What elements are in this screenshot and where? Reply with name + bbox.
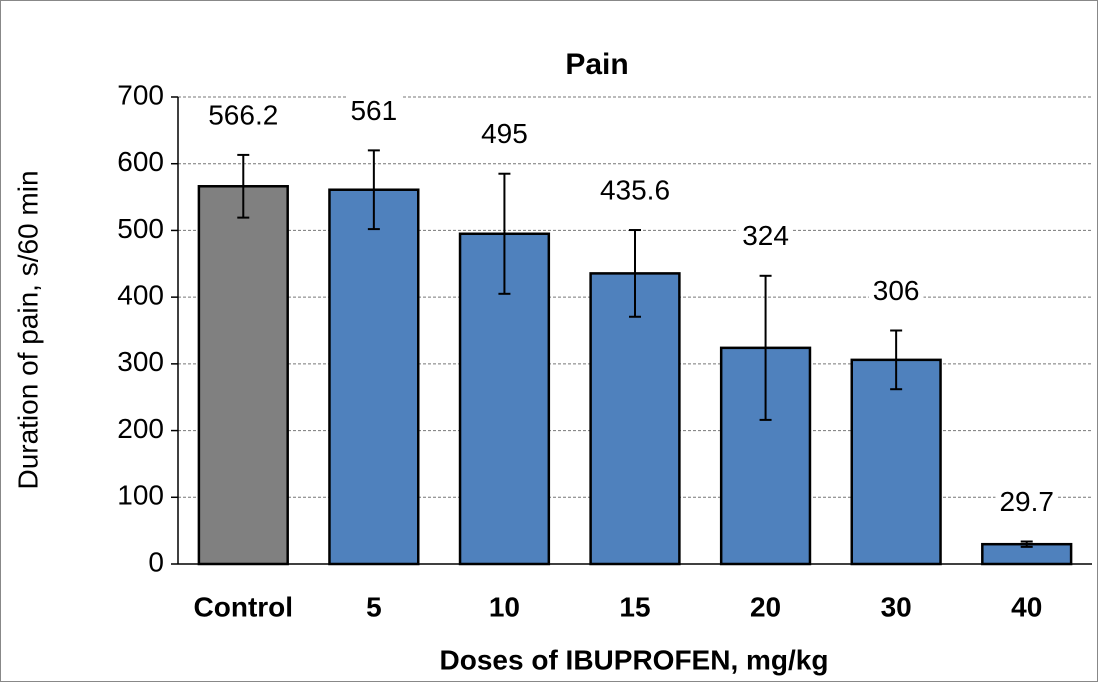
x-tick-label: 20	[750, 591, 781, 622]
y-tick-label: 500	[117, 213, 164, 244]
y-tick-label: 100	[117, 480, 164, 511]
value-label-bg	[346, 94, 402, 126]
bar	[197, 185, 289, 566]
y-tick-label: 400	[117, 280, 164, 311]
value-label-bg	[995, 485, 1058, 517]
bar	[850, 358, 942, 566]
bar	[719, 346, 812, 566]
x-tick-label: 30	[881, 591, 912, 622]
value-label: 566.2	[208, 99, 278, 130]
value-label: 306	[873, 275, 920, 306]
x-tick-label: 15	[619, 591, 650, 622]
y-axis-label: Duration of pain, s/60 min	[12, 170, 43, 489]
y-tick-label: 300	[117, 346, 164, 377]
x-tick-label: 10	[489, 591, 520, 622]
y-tick-label: 200	[117, 413, 164, 444]
value-label: 29.7	[999, 486, 1054, 517]
x-axis-label: Doses of IBUPROFEN, mg/kg	[440, 644, 829, 675]
value-label: 324	[742, 220, 789, 251]
chart-title: Pain	[565, 48, 628, 81]
y-tick-label: 700	[117, 79, 164, 110]
y-tick-label: 0	[148, 546, 164, 577]
bar	[589, 272, 681, 566]
value-label-bg	[595, 174, 675, 206]
value-label-bg	[477, 118, 532, 150]
value-label: 561	[350, 95, 397, 126]
value-label-bg	[868, 274, 924, 306]
y-tick-label: 600	[117, 146, 164, 177]
x-tick-label: 40	[1011, 591, 1042, 622]
value-label: 435.6	[600, 174, 670, 205]
value-label-bg	[738, 220, 793, 252]
x-tick-label: 5	[366, 591, 382, 622]
value-label-bg	[204, 99, 283, 131]
x-tick-label: Control	[194, 591, 294, 622]
bar	[328, 188, 420, 566]
value-label: 495	[481, 118, 528, 149]
